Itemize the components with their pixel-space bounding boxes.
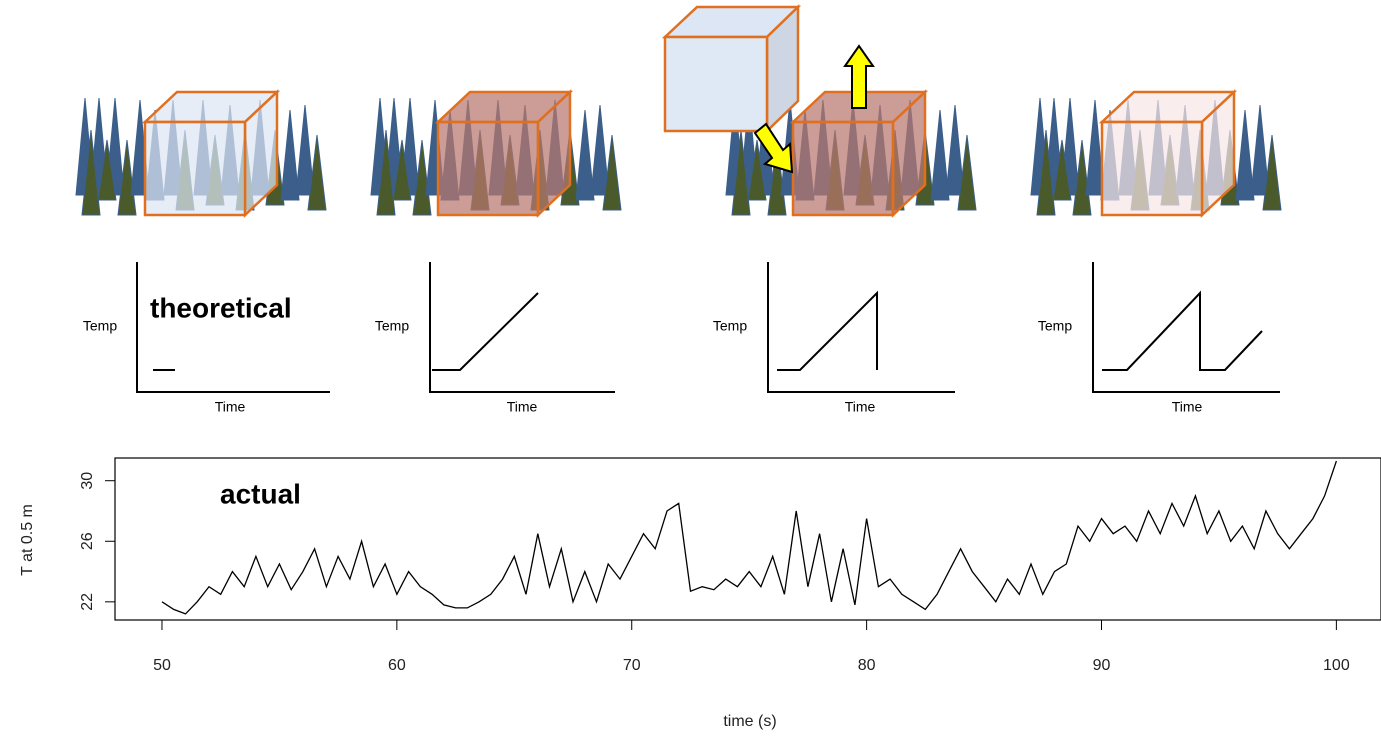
x-tick-label: 50 bbox=[153, 657, 171, 674]
cube bbox=[789, 89, 929, 218]
axes bbox=[136, 262, 330, 393]
x-label: Time bbox=[507, 399, 538, 415]
y-tick-label: 26 bbox=[79, 532, 96, 550]
theoretical-label: theoretical bbox=[150, 292, 292, 323]
tree bbox=[280, 109, 300, 201]
tree bbox=[930, 109, 950, 201]
axes bbox=[429, 262, 615, 393]
arrow-down bbox=[753, 122, 794, 174]
cube bbox=[1098, 89, 1238, 218]
mini-plots bbox=[136, 262, 1280, 393]
tree bbox=[307, 134, 327, 211]
temp-curve bbox=[432, 292, 539, 371]
y-label: Temp bbox=[375, 318, 409, 334]
axes bbox=[1092, 262, 1280, 393]
x-axis-label: time (s) bbox=[723, 713, 776, 730]
arrow-up bbox=[843, 44, 875, 109]
y-label: Temp bbox=[1038, 318, 1072, 334]
tree bbox=[957, 134, 977, 211]
cubes bbox=[141, 89, 1238, 218]
x-tick-label: 70 bbox=[623, 657, 641, 674]
y-label: Temp bbox=[713, 318, 747, 334]
x-label: Time bbox=[1172, 399, 1203, 415]
tree bbox=[945, 104, 965, 196]
cube bbox=[141, 89, 281, 218]
tree bbox=[731, 129, 751, 216]
x-tick-label: 60 bbox=[388, 657, 406, 674]
tree bbox=[1235, 109, 1255, 201]
y-tick-label: 30 bbox=[79, 472, 96, 490]
y-label: Temp bbox=[83, 318, 117, 334]
tree bbox=[1250, 104, 1270, 196]
temp-curve bbox=[777, 290, 878, 371]
tree bbox=[767, 139, 787, 216]
x-label: Time bbox=[845, 399, 876, 415]
tree bbox=[1052, 139, 1072, 201]
temperature-line bbox=[161, 460, 1338, 615]
tree bbox=[376, 129, 396, 216]
tree bbox=[602, 134, 622, 211]
floating-cube bbox=[661, 4, 802, 134]
tree bbox=[1072, 139, 1092, 216]
y-tick-label: 22 bbox=[79, 593, 96, 611]
cube bbox=[434, 89, 574, 218]
tree bbox=[1036, 129, 1056, 216]
cube-front bbox=[663, 35, 769, 133]
tree bbox=[412, 139, 432, 216]
tree bbox=[1085, 99, 1105, 196]
tree bbox=[392, 139, 412, 201]
tree bbox=[575, 109, 595, 201]
tree bbox=[590, 104, 610, 196]
plot-frame bbox=[114, 457, 1381, 621]
tree bbox=[1262, 134, 1282, 211]
tree bbox=[747, 139, 767, 201]
x-label: Time bbox=[215, 399, 246, 415]
axes bbox=[767, 262, 955, 393]
x-tick-label: 100 bbox=[1323, 657, 1350, 674]
x-tick-label: 90 bbox=[1093, 657, 1111, 674]
annotation: actual bbox=[220, 478, 301, 509]
tree bbox=[97, 139, 117, 201]
tree bbox=[117, 139, 137, 216]
tree bbox=[295, 104, 315, 196]
temp-curve bbox=[1102, 290, 1263, 371]
x-tick-label: 80 bbox=[858, 657, 876, 674]
y-axis-label: T at 0.5 m bbox=[19, 504, 36, 576]
tree bbox=[81, 129, 101, 216]
